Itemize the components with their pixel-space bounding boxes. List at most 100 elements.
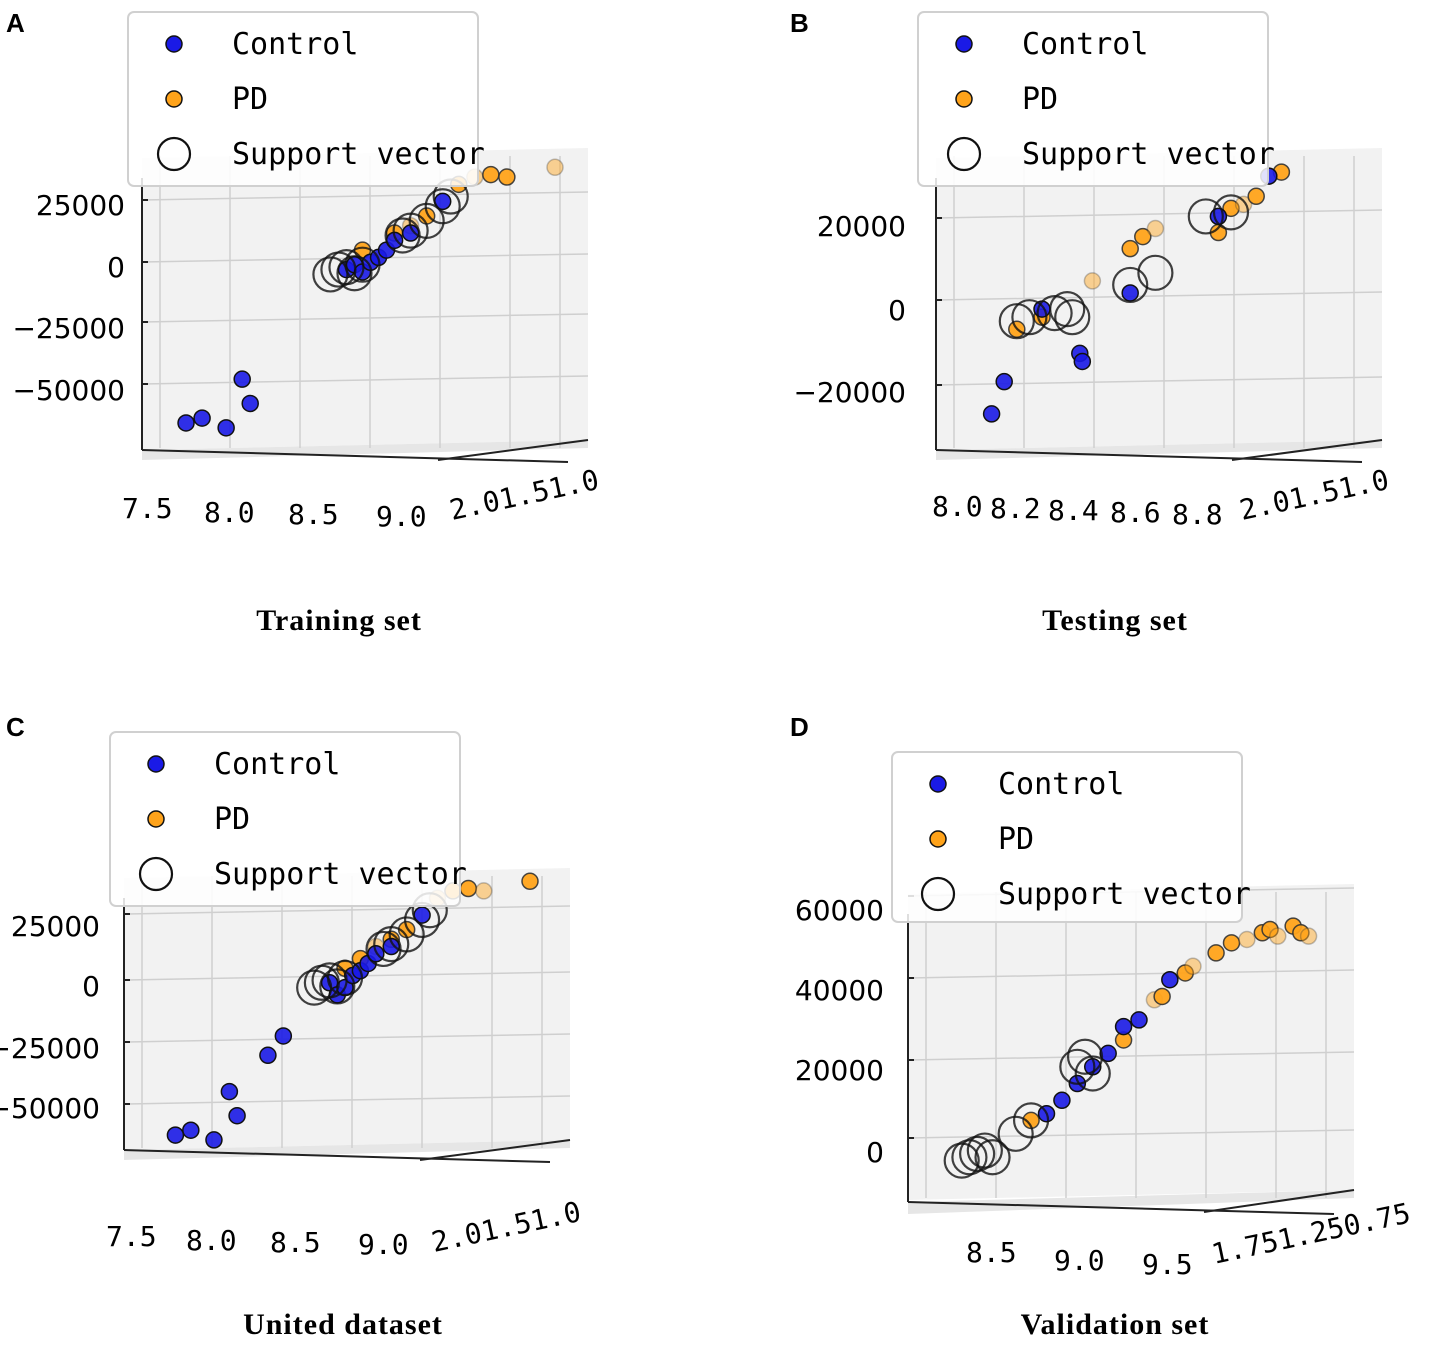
legend-sv-label: Support vector	[998, 877, 1251, 912]
legend-control-label: Control	[214, 747, 340, 782]
support-vector-ring	[1054, 299, 1091, 336]
z-tick-label: 25000	[11, 910, 100, 943]
legend-sv-label: Support vector	[214, 857, 467, 892]
control-point	[220, 1082, 239, 1101]
legend-sv-marker	[920, 876, 956, 912]
control-point	[1114, 1017, 1133, 1036]
control-point	[217, 419, 235, 437]
legend-pd-marker	[147, 810, 165, 828]
y-axis-line	[419, 1139, 571, 1161]
x-tick-label: 7.5	[106, 1220, 157, 1253]
support-vector-ring	[344, 246, 381, 283]
floor-pane	[936, 440, 1382, 460]
x-tick-label: 8.6	[1110, 496, 1161, 529]
control-point	[259, 1046, 277, 1065]
legend-box	[109, 731, 461, 907]
support-vector-ring	[1112, 266, 1149, 304]
z-tick-label: −50000	[12, 374, 125, 407]
y-tick-labels: 2.01.51.0	[447, 463, 602, 527]
control-point	[1209, 207, 1228, 226]
x-tick-label: 9.5	[1142, 1248, 1193, 1281]
pd-point	[1146, 219, 1165, 238]
support-vector-ring	[1011, 299, 1048, 336]
grid-line	[141, 191, 589, 201]
panel-letter: C	[6, 712, 25, 742]
support-vector-ring	[365, 930, 402, 968]
x-tick-label: 8.4	[1048, 494, 1099, 527]
support-vector-ring	[951, 1139, 988, 1176]
control-point	[982, 405, 1001, 423]
pd-point	[475, 882, 493, 900]
panel-a: 25000 0 −25000 −50000 7.5 8.0 8.5 9.0 2.01.51.0 C…	[0, 0, 714, 674]
pd-point	[1238, 930, 1256, 949]
legend-sv-label: Support vector	[232, 137, 485, 172]
grid-line	[123, 905, 571, 915]
legend-pd-marker	[165, 90, 183, 108]
legend-sv-label: Support vector	[1022, 137, 1275, 172]
legend-pd-label: PD	[1022, 82, 1058, 117]
legend-sv-marker	[138, 856, 174, 892]
support-vector-ring	[1059, 1048, 1096, 1085]
control-point	[1053, 1091, 1071, 1110]
grid-line	[907, 1051, 1355, 1061]
z-tick-label: −50000	[0, 1092, 100, 1125]
pd-point	[1261, 920, 1279, 939]
chart-caption: Validation set	[1020, 1308, 1210, 1341]
legend-pd-label: PD	[214, 802, 250, 837]
pd-point	[1269, 927, 1287, 945]
control-point	[1161, 970, 1179, 989]
support-vector-ring	[959, 1135, 996, 1172]
pd-point	[1207, 944, 1225, 962]
x-tick-label: 8.5	[270, 1226, 321, 1259]
z-tick-label: 0	[866, 1136, 884, 1169]
grid-line	[907, 969, 1355, 979]
chart-caption: United dataset	[243, 1308, 443, 1341]
pd-point	[482, 165, 500, 184]
legend-box	[917, 11, 1269, 187]
legend-control-label: Control	[232, 27, 358, 62]
legend-control-marker	[147, 755, 165, 773]
panel-letter: D	[790, 712, 809, 742]
control-point	[1099, 1044, 1117, 1063]
x-axis-line	[141, 449, 569, 463]
pd-point	[1299, 927, 1318, 945]
y-tick-labels: 2.01.51.0	[429, 1195, 584, 1259]
grid-line	[141, 313, 589, 323]
pd-point	[1134, 227, 1152, 246]
z-tick-label: −25000	[12, 312, 125, 345]
x-tick-label: 8.8	[1172, 498, 1223, 531]
z-tick-label: 0	[107, 251, 125, 284]
grid-line	[141, 375, 589, 385]
x-axis-line	[907, 1201, 1335, 1215]
y-axis-line	[1231, 439, 1383, 461]
x-axis-line	[935, 449, 1363, 463]
legend-pd-marker	[955, 90, 973, 108]
support-vector-ring	[388, 916, 425, 953]
legend-control-marker	[929, 775, 947, 793]
support-vector-ring	[424, 188, 461, 225]
legend-box	[891, 751, 1243, 923]
legend-box	[127, 11, 479, 187]
support-vector-ring	[1049, 291, 1086, 328]
y-tick-labels: 2.01.51.0	[1237, 463, 1392, 527]
panel-d: 60000 40000 20000 0 8.5 9.0 9.5 1.751.250.75 Con…	[714, 674, 1428, 1348]
support-vector-ring	[326, 959, 364, 997]
control-point	[233, 370, 251, 388]
chart-c: 25000 0 −25000 −50000 7.5 8.0 8.5 9.0 2.01.51.0 C…	[0, 731, 584, 1261]
floor-pane	[908, 1190, 1354, 1214]
x-tick-label: 7.5	[122, 492, 173, 525]
z-tick-label: 0	[888, 294, 906, 327]
x-axis-line	[123, 1149, 551, 1163]
pd-point	[521, 872, 539, 891]
chart-b: 20000 0 −20000 8.0 8.2 8.4 8.6 8.8 2.01.51.0 Cont…	[793, 11, 1392, 531]
back-pane	[936, 148, 1382, 450]
z-tick-label: 60000	[795, 894, 884, 927]
support-vector-ring	[328, 249, 365, 286]
z-tick-label: 0	[82, 970, 100, 1003]
panel-b: 20000 0 −20000 8.0 8.2 8.4 8.6 8.8 2.01.51.0 Cont…	[714, 0, 1428, 674]
pd-point	[546, 158, 564, 177]
support-vector-ring	[1212, 194, 1250, 231]
control-point	[182, 1121, 200, 1139]
legend-control-label: Control	[1022, 27, 1148, 62]
support-vector-ring	[336, 255, 373, 292]
